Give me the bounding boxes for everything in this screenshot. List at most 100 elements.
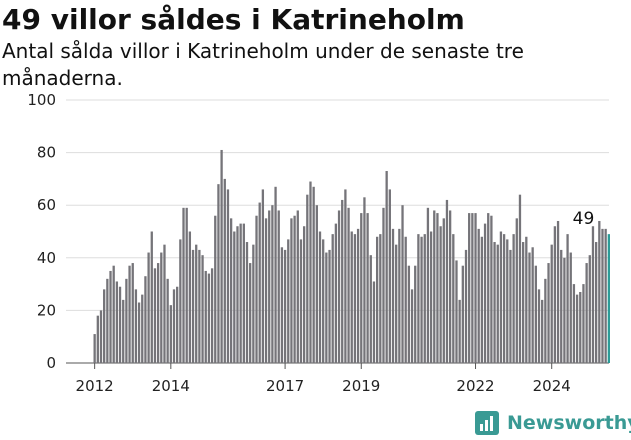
bar	[410, 289, 414, 363]
bar	[207, 273, 211, 363]
bar	[280, 247, 284, 363]
bar	[306, 194, 309, 363]
bar	[563, 257, 566, 363]
bar	[255, 215, 258, 363]
bar	[191, 249, 195, 363]
bar	[493, 242, 496, 363]
bar	[226, 189, 230, 363]
bar	[322, 239, 325, 363]
bar	[582, 284, 585, 363]
bar	[312, 186, 315, 363]
bar	[601, 228, 604, 363]
bar	[258, 202, 261, 363]
bar	[147, 252, 150, 363]
bar	[198, 249, 201, 363]
bar	[264, 218, 268, 363]
bar	[341, 199, 344, 363]
bar	[201, 255, 204, 363]
bar	[296, 210, 299, 363]
bar	[560, 249, 563, 363]
bar	[490, 215, 493, 363]
bar	[401, 205, 404, 363]
bar	[350, 231, 353, 363]
bar	[566, 234, 569, 363]
bar	[179, 239, 182, 363]
bar	[344, 189, 347, 363]
bar	[210, 268, 214, 363]
bar	[360, 213, 363, 363]
bar	[115, 281, 119, 363]
bar	[150, 231, 153, 363]
bar	[496, 244, 499, 363]
bar	[309, 181, 312, 363]
bar	[363, 197, 366, 363]
bar	[160, 252, 163, 363]
bar	[515, 218, 518, 363]
bar	[169, 305, 172, 363]
bar	[328, 249, 331, 363]
bar	[268, 210, 271, 363]
bar	[487, 213, 490, 363]
x-tick-label: 2019	[342, 377, 380, 395]
bar	[223, 178, 226, 363]
axis-labels: 0 20 40 60 80 100 2012 2014 2017 2019 2022 2024	[27, 91, 570, 395]
bar	[274, 186, 277, 363]
bar	[464, 249, 468, 363]
bar	[287, 239, 290, 363]
bar	[217, 184, 220, 363]
bar	[137, 302, 141, 363]
bar	[277, 210, 280, 363]
bar	[458, 299, 461, 363]
bar	[534, 265, 537, 363]
bar	[585, 263, 588, 363]
bar	[125, 278, 128, 363]
bar	[109, 270, 112, 363]
bar	[315, 205, 318, 363]
bar	[398, 228, 401, 363]
bar	[420, 236, 423, 363]
bar	[188, 231, 192, 363]
bar-latest	[607, 234, 610, 363]
x-tick-label: 2022	[456, 377, 494, 395]
y-tick-label: 20	[37, 301, 56, 319]
bar	[483, 223, 487, 363]
bar	[353, 234, 357, 363]
bar	[455, 260, 458, 363]
bar	[185, 207, 188, 363]
bar	[166, 278, 169, 363]
bar	[512, 234, 515, 363]
bar	[204, 270, 207, 363]
chart-title: 49 villor såldes i Katrineholm	[2, 3, 465, 36]
bar	[334, 223, 338, 363]
bar	[131, 263, 134, 363]
bar	[439, 226, 442, 363]
bar	[575, 294, 579, 363]
bar	[468, 213, 471, 363]
bar	[547, 263, 550, 363]
bar	[528, 252, 531, 363]
y-tick-label: 100	[27, 91, 56, 109]
bar	[239, 223, 242, 363]
bar	[112, 265, 115, 363]
bar	[172, 289, 176, 363]
bar	[598, 220, 601, 363]
bar	[249, 263, 252, 363]
bar	[93, 334, 96, 363]
bar	[233, 231, 236, 363]
bar	[461, 265, 464, 363]
bar	[245, 242, 249, 363]
bar	[252, 244, 255, 363]
bar	[594, 242, 598, 363]
bar	[122, 299, 125, 363]
bar	[395, 244, 398, 363]
brand-name: Newsworthy	[507, 412, 631, 434]
y-tick-label: 0	[46, 354, 56, 372]
x-tick-label: 2012	[76, 377, 114, 395]
bar	[525, 236, 528, 363]
bar	[445, 199, 449, 363]
bar	[521, 242, 525, 363]
bar	[195, 244, 198, 363]
bar	[391, 228, 395, 363]
x-tick-label: 2017	[266, 377, 304, 395]
